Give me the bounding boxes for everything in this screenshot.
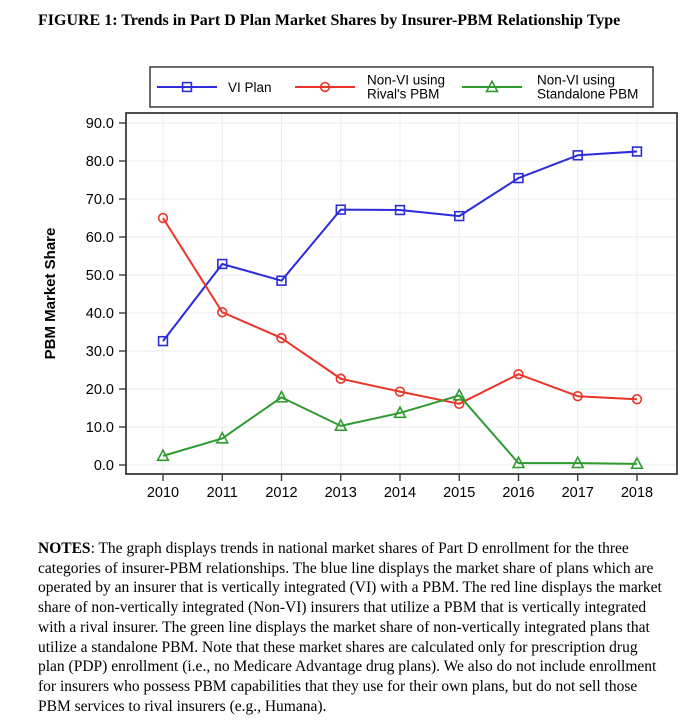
square-marker <box>181 81 193 93</box>
circle-marker <box>276 332 287 344</box>
y-tick-label: 40.0 <box>86 306 114 322</box>
series-line <box>162 150 638 342</box>
y-axis: 0.0 10.0 20.0 30.0 40.0 50.0 60.0 70.0 80.0 90.0 <box>86 116 126 474</box>
square-marker <box>572 150 583 161</box>
triangle-marker <box>485 79 499 93</box>
x-tick-label: 2015 <box>443 485 475 501</box>
notes-separator: : <box>90 540 99 557</box>
plot-border <box>125 112 678 475</box>
y-tick-label: 0.0 <box>94 458 114 474</box>
x-axis: 2010 2011 2012 2013 2014 2015 2016 2017 2018 <box>147 474 653 501</box>
x-tick-label: 2017 <box>562 485 594 501</box>
triangle-marker <box>156 448 170 462</box>
circle-marker <box>513 368 524 380</box>
y-tick-label: 50.0 <box>86 268 114 284</box>
y-tick-label: 70.0 <box>86 192 114 208</box>
y-tick-label: 30.0 <box>86 344 114 360</box>
series-non-vi-using-standalone-pbm <box>156 387 644 470</box>
legend-label-line1: Non-VI using <box>367 73 445 88</box>
line-chart: 0.0 10.0 20.0 30.0 40.0 50.0 60.0 70.0 80.0 90.0 2… <box>42 66 678 501</box>
legend-label-line1: Non-VI using <box>537 73 615 88</box>
circle-marker <box>394 386 406 397</box>
legend-box <box>149 66 654 108</box>
y-tick-label: 80.0 <box>86 154 114 170</box>
circle-marker <box>217 307 228 318</box>
y-axis-title: PBM Market Share <box>42 228 59 360</box>
legend-label: VI Plan <box>228 80 272 95</box>
square-marker <box>454 210 465 222</box>
legend-label-line2: Standalone PBM <box>537 87 638 102</box>
triangle-marker <box>511 455 526 469</box>
y-tick-label: 90.0 <box>86 116 114 132</box>
series-line <box>162 217 638 405</box>
triangle-marker <box>215 430 229 444</box>
triangle-marker <box>334 418 348 432</box>
figure-title: FIGURE 1: Trends in Part D Plan Market S… <box>38 12 621 29</box>
y-tick-label: 60.0 <box>86 230 114 246</box>
square-marker <box>157 335 169 347</box>
x-tick-label: 2014 <box>384 485 416 501</box>
square-marker <box>631 146 643 157</box>
circle-marker <box>631 394 643 405</box>
gridlines <box>126 113 677 474</box>
circle-marker <box>572 391 583 402</box>
circle-marker <box>157 212 169 224</box>
x-tick-label: 2018 <box>621 485 653 501</box>
circle-marker <box>335 373 346 384</box>
x-tick-label: 2016 <box>502 485 534 501</box>
square-marker <box>335 204 346 215</box>
triangle-marker <box>452 387 466 401</box>
square-marker <box>513 172 524 184</box>
triangle-marker <box>630 456 644 470</box>
x-tick-label: 2012 <box>265 485 297 501</box>
y-tick-label: 10.0 <box>86 420 114 436</box>
triangle-marker <box>571 455 585 469</box>
circle-marker <box>319 81 331 93</box>
notes-label: NOTES <box>38 540 91 557</box>
legend-label-line2: Rival's PBM <box>367 87 439 102</box>
legend-entry-vi-plan: VI Plan <box>157 80 272 95</box>
triangle-marker <box>274 389 289 403</box>
x-tick-label: 2010 <box>147 485 179 501</box>
y-tick-label: 20.0 <box>86 382 114 398</box>
notes-paragraph: NOTES: The graph displays trends in nati… <box>38 539 665 716</box>
series-line <box>162 394 638 465</box>
x-tick-label: 2013 <box>325 485 357 501</box>
series-vi-plan <box>157 146 643 347</box>
triangle-marker <box>393 405 407 419</box>
notes-text: The graph displays trends in national ma… <box>38 540 662 715</box>
square-marker <box>217 258 228 270</box>
square-marker <box>276 275 287 286</box>
x-tick-label: 2011 <box>207 485 238 501</box>
square-marker <box>394 204 406 216</box>
